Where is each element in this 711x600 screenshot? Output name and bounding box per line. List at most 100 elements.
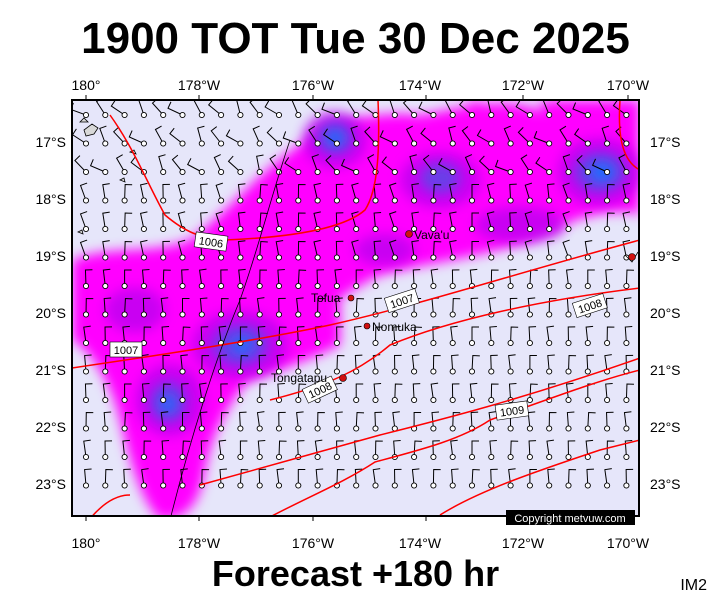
wind-barb-station [449,396,456,404]
wind-barb-station [546,111,553,119]
wind-barb-station [604,168,611,176]
wind-barb [568,354,577,372]
wind-barb-station [179,339,186,347]
wind-barb [199,411,208,429]
wind-barb-station [546,425,553,432]
wind-barb [151,100,164,116]
wind-barb [422,154,434,173]
wind-barb [604,354,612,372]
wind-barb-station [314,311,321,318]
wind-barb-station [623,111,630,119]
wind-barb-station [526,339,533,347]
wind-barb [510,440,519,458]
wind-barb-station [526,254,533,261]
wind-barb [411,211,419,230]
wind-barb-station [468,453,476,461]
wind-barb [169,127,183,144]
wind-barb-station [623,282,630,290]
wind-barb-station [391,396,398,404]
wind-barb-station [353,453,360,461]
wind-barb [438,157,453,173]
wind-barb [373,268,382,287]
wind-barb-station [82,396,90,404]
lat-label: 21°S [650,362,681,378]
wind-barb [394,269,403,287]
wind-barb [524,239,533,258]
wind-barb [122,439,130,458]
wind-barb-station [353,225,360,233]
wind-barb [625,354,634,372]
wind-barb-station [179,453,186,461]
wind-barb [562,154,571,173]
wind-barb-station [507,311,514,318]
wind-barb-station [314,168,321,176]
wind-barb-station [198,339,205,347]
wind-barb-station [353,168,360,176]
wind-barb [487,100,492,116]
wind-barb [432,183,442,201]
wind-barb-station [488,254,495,261]
wind-barb-station [333,168,340,176]
wind-barb [219,354,228,372]
wind-barb [448,125,456,144]
place-marker [363,322,371,330]
wind-barb [573,128,589,144]
wind-barb [167,101,183,116]
wind-barb-station [160,425,167,432]
wind-barb-station [82,168,90,176]
wind-barb [567,326,576,344]
wind-barb [256,411,265,429]
wind-barb [284,157,299,173]
wind-barb [533,131,550,144]
wind-barb-station [314,111,321,119]
copyright-box [506,510,635,525]
wind-barb-station [584,197,591,204]
wind-barb [402,100,415,116]
wind-barb [181,383,189,401]
wind-barb [471,241,479,258]
wind-barb-station [526,368,533,375]
wind-barb [452,297,461,315]
wind-barb-station [333,368,340,375]
wind-barb-station [237,111,244,119]
wind-barb [239,326,248,343]
wind-barb-station [488,453,495,461]
isobar-line [439,439,639,516]
wind-barb [546,240,555,258]
wind-barb [490,269,499,287]
wind-barb [141,268,150,287]
wind-barb [237,211,246,230]
wind-barb [353,325,362,344]
wind-barb [355,269,364,286]
wind-barb-station [256,396,263,404]
wind-barb [123,468,131,486]
wind-barb [606,297,614,315]
wind-barb-station [121,396,128,404]
wind-barb-station [353,339,360,347]
wind-barb-station [82,482,90,489]
wind-barb-station [604,225,611,233]
wind-barb [562,211,570,230]
wind-barb [411,468,420,486]
wind-barb-station [179,368,186,375]
wind-barb [392,411,400,429]
wind-barb [528,326,537,344]
wind-barb [508,383,517,401]
wind-barb-station [507,111,514,119]
wind-barb [587,269,595,286]
wind-barb-station [198,282,205,290]
wind-barb [355,411,365,429]
wind-barb-station [237,197,244,204]
wind-barb-station [623,396,630,404]
wind-barb-station [237,396,244,404]
wind-barb [182,412,190,429]
wind-barb [239,411,247,429]
wind-barb [567,440,576,458]
wind-barb [220,383,228,401]
wind-barb [585,439,594,458]
wind-barb-station [295,111,302,119]
lat-label: 18°S [35,191,66,207]
wind-barb [585,325,594,344]
wind-barb-station [179,168,186,176]
wind-barb [432,468,441,486]
